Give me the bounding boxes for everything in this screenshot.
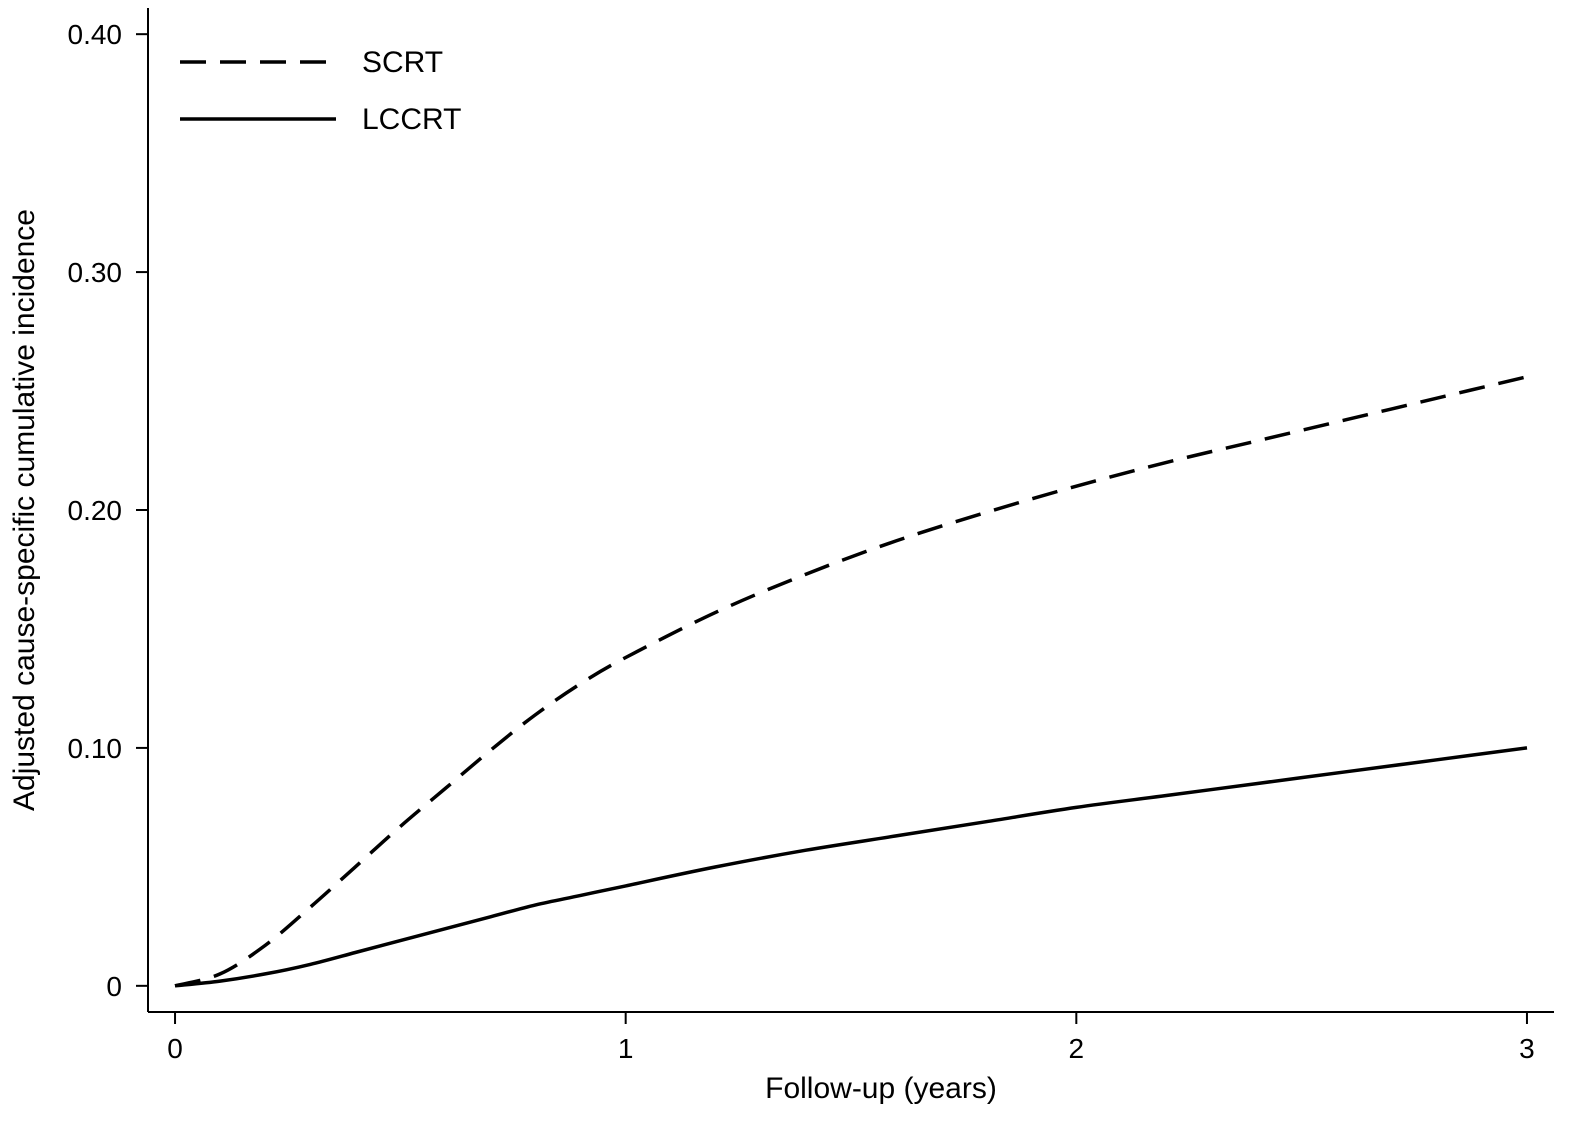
legend: SCRT LCCRT (180, 46, 461, 136)
y-tick-label-4: 0.40 (68, 19, 123, 50)
x-tick-label-3: 3 (1519, 1033, 1535, 1064)
legend-label-scrt: SCRT (362, 46, 443, 79)
y-tick-label-3: 0.30 (68, 257, 123, 288)
x-tick-label-1: 1 (618, 1033, 634, 1064)
axes (147, 8, 1554, 1013)
ticks: 0 1 2 3 0 0.10 0.20 0.30 0.40 (68, 19, 1535, 1064)
y-tick-label-2: 0.20 (68, 495, 123, 526)
series-line-lccrt (174, 746, 1528, 988)
y-tick-label-1: 0.10 (68, 733, 123, 764)
y-tick-label-0: 0 (106, 971, 122, 1002)
x-axis-label: Follow-up (years) (765, 1072, 997, 1105)
x-tick-label-2: 2 (1069, 1033, 1085, 1064)
x-tick-label-0: 0 (167, 1033, 183, 1064)
series-line-scrt (174, 375, 1528, 988)
legend-label-lccrt: LCCRT (362, 103, 461, 136)
y-axis-label: Adjusted cause-specific cumulative incid… (8, 209, 41, 811)
plot-area (174, 375, 1528, 988)
